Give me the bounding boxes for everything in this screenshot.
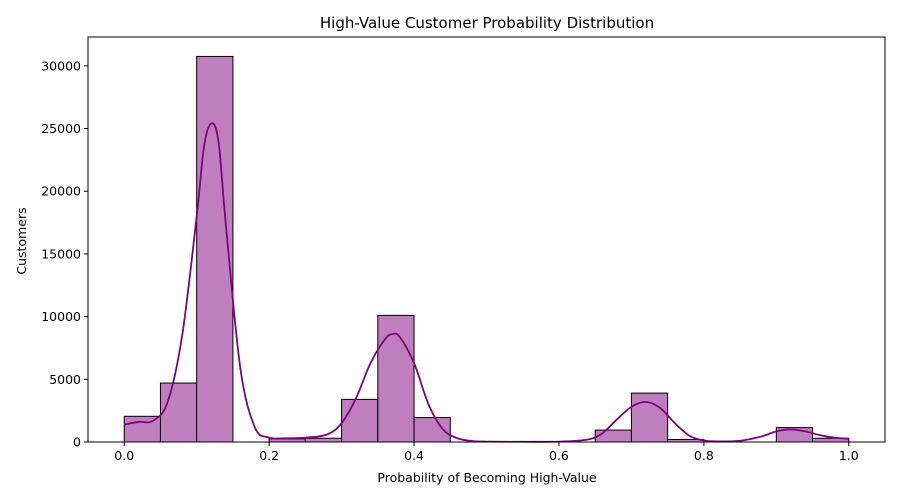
y-tick-label: 25000: [41, 121, 81, 136]
x-tick-label: 0.0: [114, 448, 134, 463]
x-tick-label: 0.6: [549, 448, 569, 463]
histogram-bars: [123, 55, 850, 443]
x-tick-label: 0.8: [694, 448, 714, 463]
y-tick-label: 20000: [41, 184, 81, 199]
plot-frame: [87, 36, 886, 443]
histogram-bar: [377, 314, 415, 443]
y-tick-label: 10000: [41, 309, 81, 324]
histogram-bar: [196, 55, 234, 443]
histogram-bar: [594, 429, 632, 443]
histogram-bar: [341, 398, 379, 443]
x-axis-ticks: 0.0 0.2 0.4 0.6 0.8 1.0: [114, 442, 859, 463]
y-tick-label: 0: [73, 435, 81, 450]
kde-density-curve: [124, 122, 849, 443]
chart-title: High-Value Customer Probability Distribu…: [320, 14, 654, 32]
histogram-bar: [630, 392, 669, 443]
x-tick-label: 1.0: [839, 448, 859, 463]
y-tick-label: 15000: [41, 246, 81, 261]
x-tick-label: 0.2: [259, 448, 279, 463]
y-tick-label: 5000: [49, 372, 81, 387]
x-tick-label: 0.4: [404, 448, 424, 463]
histogram-bar: [413, 417, 451, 443]
y-tick-label: 30000: [41, 58, 81, 73]
histogram-bar: [304, 437, 343, 443]
y-axis-label: Customers: [14, 207, 29, 274]
y-axis-ticks: 0 5000 10000 15000 20000 25000 30000: [41, 58, 88, 450]
histogram-bar: [159, 382, 198, 443]
x-axis-label: Probability of Becoming High-Value: [377, 470, 596, 485]
